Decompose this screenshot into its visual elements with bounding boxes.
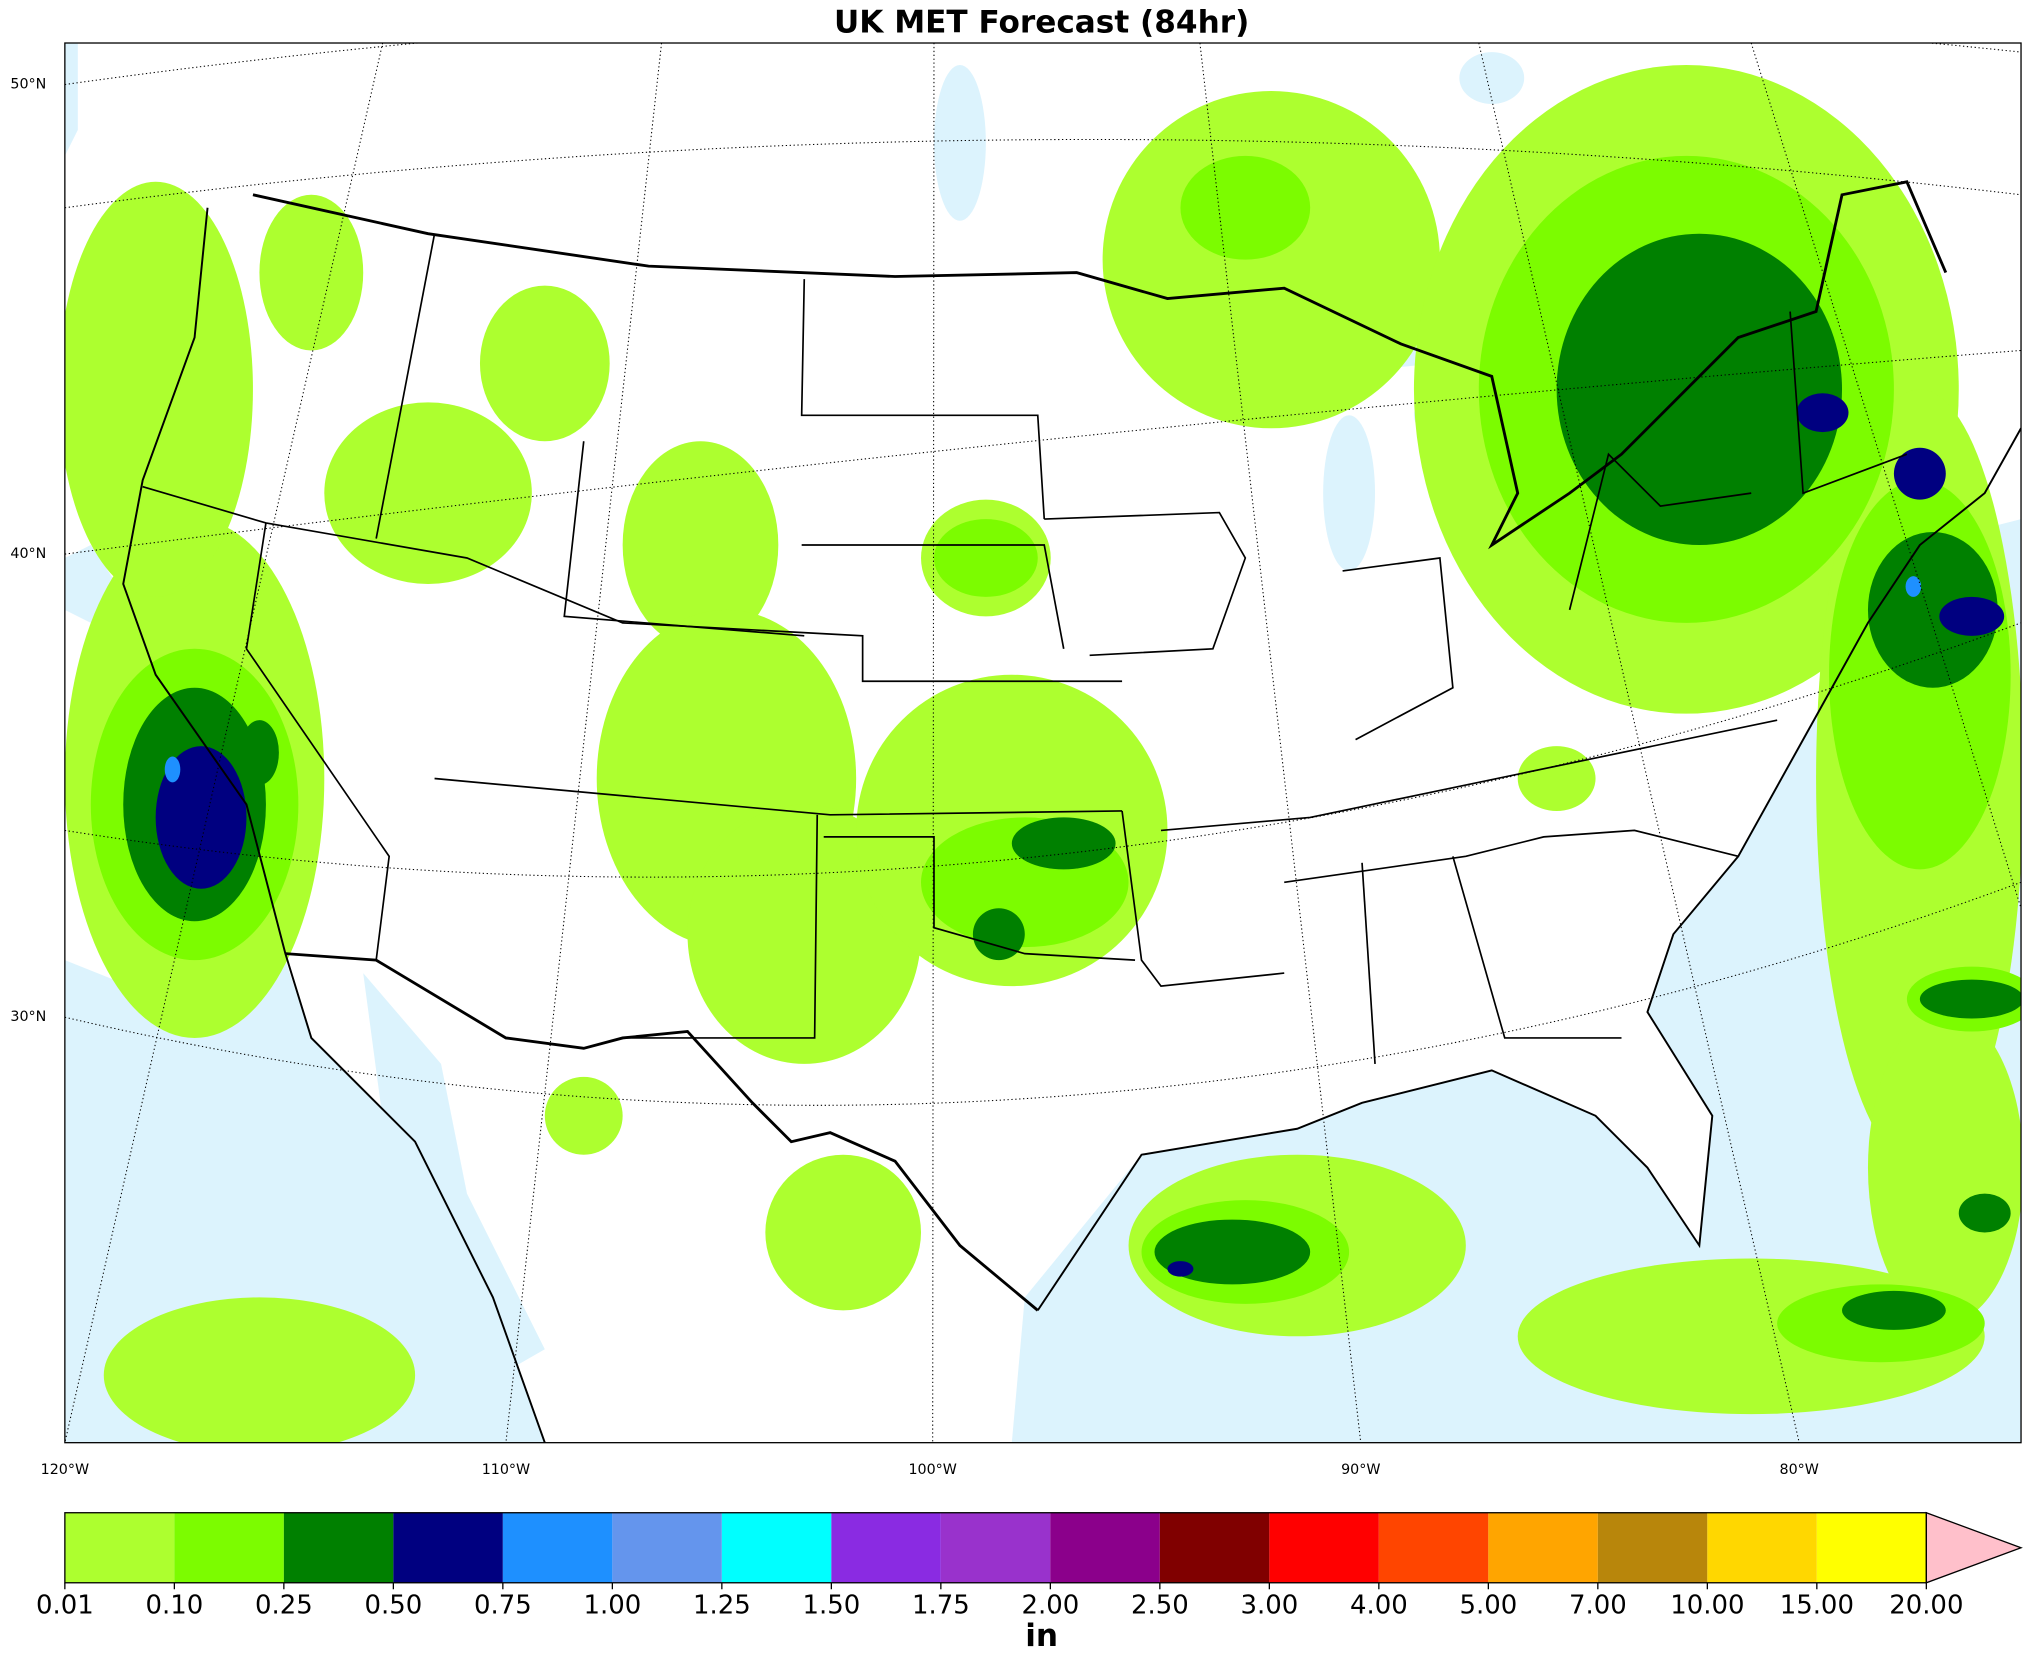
precip-area bbox=[1180, 155, 1311, 260]
precip-area bbox=[64, 181, 253, 597]
precip-area bbox=[1919, 979, 2022, 1019]
colorbar-tick-label: 0.50 bbox=[364, 1591, 422, 1621]
graticule bbox=[64, 43, 2022, 1443]
precip-area bbox=[933, 519, 1038, 597]
map-frame bbox=[64, 42, 2022, 1444]
colorbar-tick-label: 1.50 bbox=[802, 1591, 860, 1621]
colorbar-bin bbox=[502, 1512, 613, 1583]
precip-area bbox=[1905, 576, 1922, 597]
colorbar-extend bbox=[1925, 1511, 2023, 1584]
precip-area bbox=[1167, 1261, 1194, 1277]
title: UK MET Forecast (84hr) bbox=[834, 5, 1249, 41]
borders bbox=[252, 180, 1948, 1312]
colorbar-bin bbox=[1378, 1512, 1489, 1583]
longitude-label: 100°W bbox=[908, 1462, 956, 1478]
colorbar-tick-label: 1.25 bbox=[693, 1591, 751, 1621]
precip-area bbox=[1556, 233, 1843, 546]
colorbar-bin bbox=[1816, 1512, 1927, 1583]
precip-area bbox=[972, 908, 1025, 961]
precip-area bbox=[765, 1154, 922, 1311]
longitude-label: 90°W bbox=[1341, 1462, 1380, 1478]
colorbar-bin bbox=[283, 1512, 394, 1583]
colorbar-bin bbox=[393, 1512, 503, 1583]
precip-area bbox=[1011, 817, 1116, 870]
map bbox=[64, 43, 2022, 1443]
longitude-label: 80°W bbox=[1780, 1462, 1819, 1478]
precip-area bbox=[1842, 1290, 1946, 1330]
latitude-label: 40°N bbox=[10, 546, 46, 562]
colorbar-bin bbox=[1050, 1512, 1160, 1583]
precip-area bbox=[622, 441, 779, 649]
colorbar-bin bbox=[64, 1512, 175, 1583]
colorbar-tick-label: 20.00 bbox=[1889, 1591, 1963, 1621]
colorbar-tick-label: 0.10 bbox=[145, 1591, 203, 1621]
colorbar-bin bbox=[1269, 1512, 1379, 1583]
precip-area bbox=[103, 1297, 416, 1443]
colorbar-tick-label: 15.00 bbox=[1780, 1591, 1854, 1621]
latitude-label: 30°N bbox=[10, 1009, 46, 1025]
precip-area bbox=[1893, 447, 1946, 500]
longitude-label: 120°W bbox=[41, 1462, 89, 1478]
precip-area bbox=[1867, 1012, 2022, 1324]
precip-area bbox=[164, 756, 181, 783]
colorbar-tick-label: 7.00 bbox=[1569, 1591, 1627, 1621]
colorbar-bin bbox=[1159, 1512, 1270, 1583]
coastline bbox=[122, 207, 2022, 1443]
precip-area bbox=[1154, 1219, 1311, 1285]
colorbar-bin bbox=[612, 1512, 722, 1583]
precip-area bbox=[259, 194, 364, 351]
colorbar-tick-label: 0.25 bbox=[255, 1591, 313, 1621]
colorbar-tick-label: 3.00 bbox=[1240, 1591, 1298, 1621]
colorbar-bin bbox=[1488, 1512, 1598, 1583]
precip-area bbox=[1517, 746, 1596, 811]
colorbar: 0.01 0.10 0.25 0.50 0.75 1.00 1.25 1.50 1.75 2.00… bbox=[36, 1511, 2023, 1621]
colorbar-tick-label: 10.00 bbox=[1670, 1591, 1744, 1621]
colorbar-unit: in bbox=[1025, 1618, 1058, 1654]
longitude-label: 110°W bbox=[482, 1462, 530, 1478]
colorbar-tick-label: 2.50 bbox=[1131, 1591, 1189, 1621]
precip-area bbox=[155, 746, 247, 889]
colorbar-bin bbox=[940, 1512, 1051, 1583]
precip-area bbox=[1867, 532, 1998, 688]
precip-area bbox=[544, 1076, 623, 1155]
precip-area bbox=[1939, 596, 2005, 636]
latitude-label: 50°N bbox=[10, 77, 46, 93]
colorbar-frame bbox=[64, 1512, 1927, 1584]
colorbar-tick-label: 1.00 bbox=[583, 1591, 641, 1621]
precip-area bbox=[324, 402, 532, 584]
precip-area bbox=[1958, 1193, 2011, 1233]
colorbar-bin bbox=[721, 1512, 832, 1583]
precip-area bbox=[1102, 91, 1440, 429]
colorbar-bin bbox=[1707, 1512, 1817, 1583]
precip-area bbox=[479, 285, 610, 442]
colorbar-tick-label: 0.01 bbox=[36, 1591, 94, 1621]
state-lines bbox=[142, 233, 1908, 1064]
colorbar-bin bbox=[174, 1512, 284, 1583]
colorbar-bin bbox=[1597, 1512, 1708, 1583]
colorbar-tick-label: 0.75 bbox=[474, 1591, 532, 1621]
colorbar-tick-label: 1.75 bbox=[912, 1591, 970, 1621]
colorbar-tick-label: 4.00 bbox=[1350, 1591, 1408, 1621]
colorbar-tick-label: 5.00 bbox=[1459, 1591, 1517, 1621]
colorbar-bin bbox=[831, 1512, 941, 1583]
colorbar-tick-label: 2.00 bbox=[1021, 1591, 1079, 1621]
precip-area bbox=[1796, 393, 1849, 433]
precip-area bbox=[239, 720, 279, 786]
